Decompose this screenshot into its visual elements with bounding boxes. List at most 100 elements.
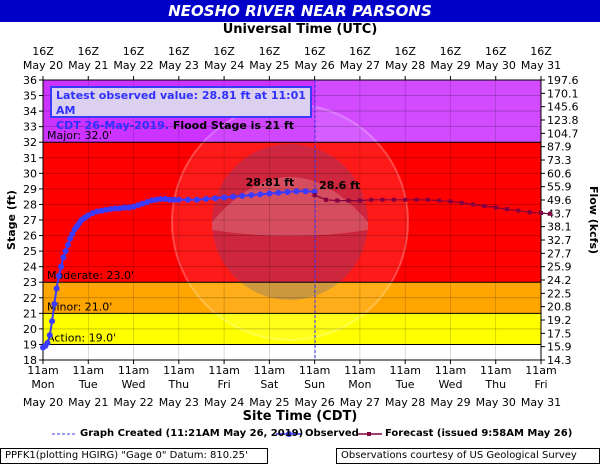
forecast-point [425, 197, 430, 202]
y2-tick-label: 20.8 [547, 301, 572, 314]
y-tick-label: 21 [23, 307, 37, 320]
observed-point [230, 193, 237, 200]
observed-point [69, 231, 76, 237]
y-tick-label: 36 [23, 74, 37, 87]
observed-point [49, 318, 56, 325]
x-bottom-tick-label: 11am [27, 364, 58, 377]
observed-point [98, 207, 105, 214]
y2-axis-title: Flow (kcfs) [587, 186, 600, 254]
y-tick-label: 24 [23, 261, 37, 274]
y2-tick-label: 55.9 [547, 181, 572, 194]
y-tick-label: 34 [23, 105, 37, 118]
x-bottom-tick-label: Sat [260, 378, 279, 391]
forecast-point [548, 211, 553, 216]
y-tick-label: 35 [23, 90, 37, 103]
flood-band-action [43, 313, 541, 345]
observed-point [162, 196, 169, 202]
x-bottom-tick-label: Tue [395, 378, 415, 391]
y2-tick-label: 170.1 [547, 87, 579, 100]
x-top-tick-label: 16Z [485, 45, 507, 58]
x-top-tick-label: May 23 [159, 59, 199, 72]
observed-point [139, 200, 146, 207]
y2-tick-label: 38.1 [547, 221, 572, 234]
x-bottom-tick-label: Wed [438, 378, 462, 391]
forecast-point [448, 199, 453, 204]
forecast-point [539, 211, 543, 215]
forecast-point [493, 205, 498, 210]
x-bottom-tick-label: Tue [78, 378, 98, 391]
y-tick-label: 20 [23, 323, 37, 336]
y2-tick-label: 197.6 [547, 74, 579, 87]
y2-tick-label: 43.7 [547, 207, 572, 220]
forecast-point [527, 210, 532, 215]
x-bottom-tick-label: Wed [122, 378, 146, 391]
point-label-observed: 28.81 ft [246, 176, 295, 189]
observed-point [107, 206, 114, 213]
forecast-point [482, 204, 487, 208]
observed-point [193, 196, 200, 203]
x-top-tick-label: 16Z [77, 45, 99, 58]
x-top-tick-label: 16Z [259, 45, 281, 58]
x-top-tick-label: May 30 [476, 59, 516, 72]
x-bottom-tick-label: May 26 [295, 396, 335, 409]
legend-forecast-marker [367, 432, 371, 436]
annotation-date: CDT 26-May-2019. [56, 119, 169, 132]
x-top-tick-label: May 24 [204, 59, 244, 72]
forecast-point [323, 197, 328, 202]
band-label-moderate: Moderate: 23.0' [47, 269, 134, 282]
y-tick-label: 27 [23, 214, 37, 227]
observed-point [175, 196, 182, 203]
footer-datum: PPFK1(plotting HGIRG) "Gage 0" Datum: 81… [0, 448, 268, 464]
noaa-seal-inner [212, 144, 368, 300]
y2-tick-label: 15.9 [547, 341, 572, 354]
y-axis-title: Stage (ft) [5, 190, 18, 250]
observed-point [60, 254, 67, 261]
x-bottom-tick-label: May 21 [68, 396, 108, 409]
y2-tick-label: 17.5 [547, 327, 572, 340]
forecast-point [380, 197, 385, 202]
y-tick-label: 32 [23, 136, 37, 149]
observed-point [257, 191, 264, 198]
y-tick-label: 22 [23, 292, 37, 305]
latest-value-annotation: Latest observed value: 28.81 ft at 11:01… [50, 86, 312, 132]
x-top-tick-label: May 29 [430, 59, 470, 72]
y-tick-label: 19 [23, 338, 37, 351]
x-top-tick-label: 16Z [304, 45, 326, 58]
observed-point [67, 235, 74, 242]
x-top-tick-label: 16Z [213, 45, 235, 58]
x-top-tick-label: 16Z [530, 45, 552, 58]
x-top-tick-label: 16Z [168, 45, 190, 58]
x-bottom-tick-label: 11am [254, 364, 285, 377]
x-bottom-tick-label: 11am [299, 364, 330, 377]
x-bottom-tick-label: Thu [484, 378, 506, 391]
forecast-tint [315, 80, 541, 143]
x-bottom-tick-label: Mon [348, 378, 371, 391]
observed-point [126, 204, 133, 211]
x-bottom-tick-label: 11am [208, 364, 239, 377]
x-top-tick-label: May 26 [295, 59, 335, 72]
chart-title: NEOSHO RIVER NEAR PARSONS [0, 0, 600, 22]
y-tick-label: 26 [23, 230, 37, 243]
y-tick-label: 29 [23, 183, 37, 196]
observed-point [121, 204, 128, 211]
observed-point [284, 189, 291, 195]
forecast-point [414, 197, 419, 202]
y2-tick-label: 19.2 [547, 314, 572, 327]
observed-point [148, 197, 155, 204]
legend-observed-marker [286, 431, 292, 437]
x-top-tick-label: May 27 [340, 59, 380, 72]
legend-forecast-label: Forecast (issued 9:58AM May 26) [385, 428, 573, 439]
observed-point [248, 192, 255, 199]
x-top-tick-label: May 20 [23, 59, 63, 72]
y-tick-label: 31 [23, 152, 37, 165]
annotation-line2: CDT 26-May-2019. Flood Stage is 21 ft [56, 118, 306, 133]
forecast-point [516, 208, 521, 213]
noaa-seal-bird [212, 177, 368, 236]
x-bottom-tick-label: Sun [304, 378, 325, 391]
y2-tick-label: 49.6 [547, 194, 572, 207]
x-bottom-tick-label: 11am [118, 364, 149, 377]
flood-band-moderate [43, 142, 541, 283]
x-bottom-tick-label: May 24 [204, 396, 244, 409]
y2-tick-label: 87.9 [547, 141, 572, 154]
